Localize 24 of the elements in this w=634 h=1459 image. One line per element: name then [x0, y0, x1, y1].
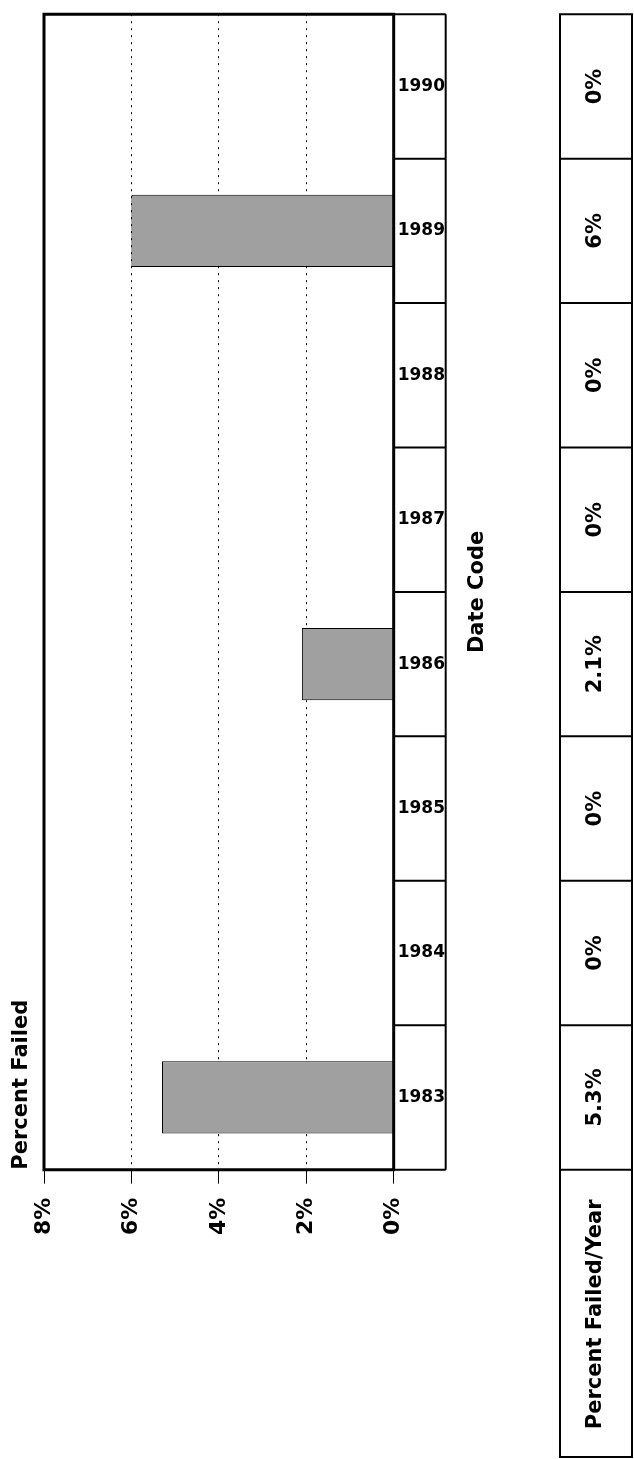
data-label: 5.3% [582, 1068, 607, 1127]
y-tick-label: 1987 [397, 508, 446, 529]
text: Percent Failed/Year [582, 1198, 607, 1430]
x-tick-label: 4% [204, 1197, 230, 1236]
data-label: 6% [582, 213, 607, 249]
data-label: 2.1% [582, 635, 607, 694]
x-tick-label: 8% [29, 1197, 55, 1236]
y-tick-label: 1990 [397, 74, 446, 95]
text: Percent Failed [8, 999, 33, 1170]
y-tick-label: 1985 [397, 796, 446, 817]
y-tick-label: 1986 [397, 652, 446, 673]
y-tick-label: 1983 [397, 1085, 446, 1106]
data-label: 0% [582, 357, 607, 394]
x-tick-label: 6% [117, 1197, 143, 1236]
y-tick-label: 1984 [397, 941, 446, 962]
data-label: 0% [582, 935, 607, 971]
data-label: 0% [582, 790, 607, 827]
data-label: 0% [582, 68, 607, 105]
y-tick-label: 1988 [397, 363, 446, 384]
y-axis-title: Date Code [464, 530, 489, 654]
x-tick-label: 2% [291, 1197, 317, 1236]
x-tick-label: 0% [379, 1197, 405, 1236]
data-label: 0% [582, 501, 607, 538]
y-tick-label: 1989 [397, 219, 446, 240]
